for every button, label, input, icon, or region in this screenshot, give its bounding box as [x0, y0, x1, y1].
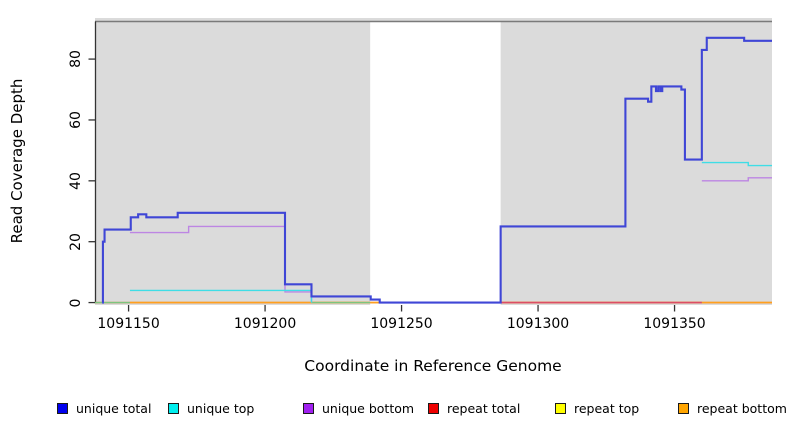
- y-tick-label: 80: [68, 50, 84, 68]
- plot-area: [88, 18, 772, 312]
- y-tick-label: 20: [68, 232, 84, 251]
- legend-item-label: unique total: [76, 400, 152, 416]
- no-data-region: [370, 22, 501, 305]
- legend-swatch-icon: [168, 402, 179, 414]
- y-tick-label: 40: [68, 171, 84, 190]
- legend-item-repeat-total: repeat total: [428, 398, 520, 418]
- legend: unique total unique top unique bottom repea…: [0, 398, 792, 420]
- x-tick-label: 1091350: [643, 316, 706, 332]
- y-tick-label: 0: [68, 298, 84, 308]
- legend-item-label: repeat bottom: [697, 400, 787, 416]
- x-tick-label: 1091300: [506, 316, 570, 332]
- legend-item-repeat-top: repeat top: [555, 398, 639, 418]
- legend-item-unique-total: unique total: [57, 398, 151, 418]
- series-unique-top: [701, 161, 772, 167]
- x-axis-title: Coordinate in Reference Genome: [304, 357, 562, 375]
- series-unique-top: [129, 289, 313, 303]
- series-unique-total: [101, 36, 772, 304]
- legend-swatch-icon: [678, 402, 689, 414]
- legend-swatch-icon: [428, 402, 439, 414]
- y-tick-label: 60: [68, 111, 84, 129]
- legend-item-label: repeat top: [574, 400, 640, 416]
- series-unique-bottom: [701, 177, 772, 182]
- legend-swatch-icon: [57, 402, 68, 414]
- legend-swatch-icon: [555, 402, 566, 414]
- x-tick-label: 1091150: [97, 316, 160, 332]
- x-tick-label: 1091250: [370, 316, 433, 332]
- legend-item-unique-bottom: unique bottom: [303, 398, 414, 418]
- x-tick-label: 1091200: [233, 316, 297, 332]
- coverage-chart-svg: [88, 20, 772, 312]
- legend-item-label: repeat total: [447, 400, 521, 416]
- y-axis-title: Read Coverage Depth: [8, 78, 26, 244]
- legend-item-label: unique bottom: [322, 400, 415, 416]
- legend-item-unique-top: unique top: [168, 398, 254, 418]
- legend-swatch-icon: [303, 402, 314, 414]
- legend-item-repeat-bottom: repeat bottom: [678, 398, 787, 418]
- legend-item-label: unique top: [187, 400, 255, 416]
